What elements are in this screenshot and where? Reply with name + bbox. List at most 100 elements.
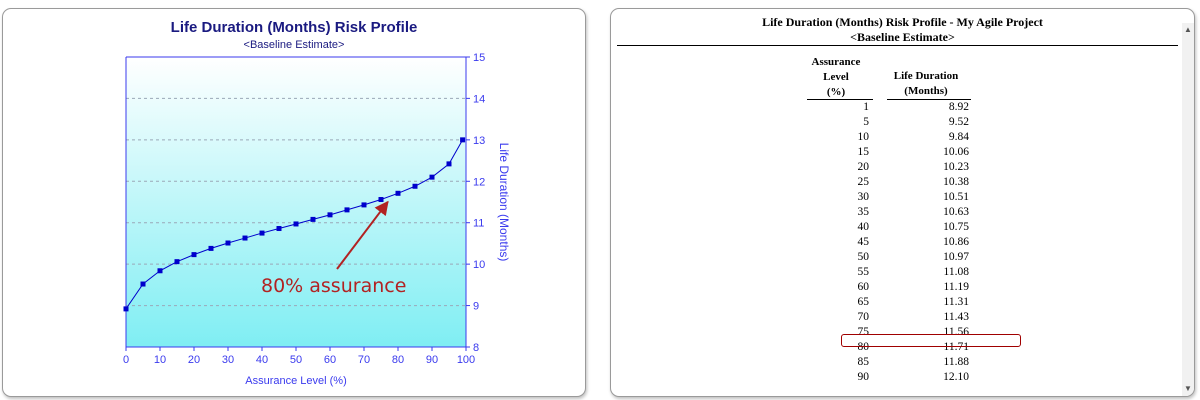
- data-point: [174, 259, 180, 265]
- assurance-level-cell: 5: [863, 116, 869, 128]
- table-row: 85 11.88: [611, 355, 1194, 370]
- x-axis-label: Assurance Level (%): [245, 375, 347, 387]
- data-point: [446, 161, 452, 167]
- life-duration-cell: 11.08: [943, 266, 969, 278]
- life-duration-cell: 8.92: [948, 101, 969, 113]
- x-tick-label: 100: [457, 354, 475, 366]
- scroll-down-arrow-icon[interactable]: ▼: [1184, 384, 1192, 393]
- x-tick-label: 10: [154, 354, 166, 366]
- table-row: 30 10.51: [611, 190, 1194, 205]
- data-point: [344, 207, 350, 213]
- scroll-up-arrow-icon[interactable]: ▲: [1184, 25, 1192, 34]
- assurance-level-cell: 20: [857, 161, 870, 173]
- data-point: [327, 212, 333, 218]
- assurance-level-cell: 10: [857, 131, 870, 143]
- y-tick-label: 14: [473, 93, 485, 105]
- y-tick-label: 9: [473, 301, 479, 313]
- y-tick-label: 11: [473, 218, 484, 230]
- assurance-level-cell: 65: [857, 296, 870, 308]
- table-row: 80 11.71: [611, 340, 1194, 355]
- life-duration-cell: 11.56: [943, 326, 969, 338]
- life-duration-cell: 11.19: [943, 281, 969, 293]
- life-duration-cell: 10.86: [943, 236, 969, 248]
- y-tick-label: 15: [473, 52, 485, 64]
- assurance-level-cell: 25: [857, 176, 870, 188]
- data-point: [460, 137, 466, 143]
- assurance-level-cell: 35: [857, 206, 870, 218]
- life-duration-cell: 10.38: [943, 176, 969, 188]
- x-tick-label: 50: [290, 354, 302, 366]
- data-point: [191, 252, 197, 258]
- column-underline: [807, 99, 873, 100]
- data-point: [310, 216, 316, 222]
- risk-profile-report-panel: Life Duration (Months) Risk Profile - My…: [610, 8, 1195, 397]
- assurance-level-cell: 90: [857, 371, 870, 383]
- life-duration-cell: 10.63: [943, 206, 969, 218]
- life-duration-cell: 10.23: [943, 161, 969, 173]
- life-duration-cell: 11.31: [943, 296, 969, 308]
- data-point: [395, 190, 401, 196]
- annotation-label: 80% assurance: [261, 275, 406, 297]
- x-tick-label: 90: [426, 354, 438, 366]
- assurance-level-cell: 60: [857, 281, 870, 293]
- report-title-rule: [617, 45, 1178, 46]
- table-row: 50 10.97: [611, 250, 1194, 265]
- table-row: 15 10.06: [611, 145, 1194, 160]
- x-tick-label: 0: [123, 354, 129, 366]
- column-header-line: (Months): [904, 85, 948, 97]
- table-row: 60 11.19: [611, 280, 1194, 295]
- table-row: 5 9.52: [611, 115, 1194, 130]
- column-header-line: Life Duration: [893, 70, 959, 82]
- chart-title: Life Duration (Months) Risk Profile: [170, 19, 418, 36]
- assurance-level-cell: 40: [857, 221, 870, 233]
- life-duration-cell: 10.97: [943, 251, 969, 263]
- y-tick-label: 10: [473, 259, 485, 271]
- column-header-assurance-level: Assurance Level (%): [806, 55, 866, 100]
- risk-profile-chart-panel: Life Duration (Months) Risk Profile <Bas…: [2, 8, 586, 397]
- life-duration-cell: 12.10: [943, 371, 969, 383]
- life-duration-cell: 11.71: [943, 341, 969, 353]
- assurance-level-cell: 75: [857, 326, 870, 338]
- table-row: 10 9.84: [611, 130, 1194, 145]
- assurance-level-cell: 1: [863, 101, 869, 113]
- life-duration-cell: 11.43: [943, 311, 969, 323]
- life-duration-cell: 9.84: [948, 131, 969, 143]
- assurance-level-cell: 80: [857, 341, 870, 353]
- table-row: 35 10.63: [611, 205, 1194, 220]
- table-row: 20 10.23: [611, 160, 1194, 175]
- column-header-line: (%): [826, 86, 846, 98]
- data-point: [276, 226, 282, 232]
- data-point: [208, 245, 214, 251]
- column-header-line: Assurance: [811, 56, 861, 68]
- life-duration-cell: 11.88: [943, 356, 969, 368]
- y-axis-label: Life Duration (Months): [497, 143, 511, 262]
- assurance-level-cell: 15: [857, 146, 870, 158]
- table-row: 65 11.31: [611, 295, 1194, 310]
- data-point: [378, 197, 384, 203]
- table-row: 55 11.08: [611, 265, 1194, 280]
- life-duration-cell: 9.52: [948, 116, 969, 128]
- y-tick-label: 13: [473, 135, 485, 147]
- table-row: 40 10.75: [611, 220, 1194, 235]
- data-point: [140, 281, 146, 287]
- table-row: 90 12.10: [611, 370, 1194, 385]
- x-tick-label: 30: [222, 354, 234, 366]
- life-duration-cell: 10.51: [943, 191, 969, 203]
- table-row: 1 8.92: [611, 100, 1194, 115]
- table-row: 45 10.86: [611, 235, 1194, 250]
- highlight-80-row-box: [841, 334, 1021, 347]
- data-point: [225, 240, 231, 246]
- assurance-level-cell: 30: [857, 191, 870, 203]
- report-subtitle: <Baseline Estimate>: [850, 30, 955, 44]
- vertical-scrollbar[interactable]: ▲ ▼: [1182, 23, 1194, 396]
- column-header-life-duration: Life Duration (Months): [881, 69, 971, 99]
- annotation-arrow: [336, 200, 389, 270]
- x-tick-label: 20: [188, 354, 200, 366]
- data-point: [293, 221, 299, 227]
- assurance-level-cell: 55: [857, 266, 870, 278]
- y-tick-label: 8: [473, 342, 479, 354]
- plot-area-background: [126, 57, 466, 347]
- x-tick-label: 80: [392, 354, 404, 366]
- chart-subtitle: <Baseline Estimate>: [243, 39, 345, 51]
- data-point: [429, 174, 435, 180]
